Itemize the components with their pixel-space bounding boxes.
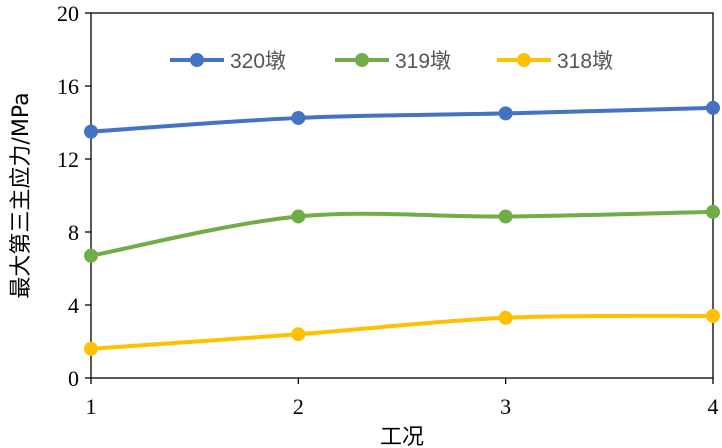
data-point bbox=[498, 106, 513, 121]
legend-item: 319墩 bbox=[335, 50, 451, 73]
legend-swatch-marker bbox=[355, 53, 369, 67]
y-tick-label: 8 bbox=[68, 220, 79, 245]
x-tick-label: 1 bbox=[86, 394, 97, 419]
data-point bbox=[498, 209, 513, 224]
series-1 bbox=[84, 100, 720, 139]
data-point bbox=[291, 110, 306, 125]
data-point bbox=[291, 209, 306, 224]
x-axis-title: 工况 bbox=[380, 425, 424, 448]
data-point bbox=[84, 341, 98, 356]
legend-swatch-marker bbox=[190, 53, 204, 67]
legend-swatch-marker bbox=[517, 53, 531, 67]
y-tick-label: 12 bbox=[57, 147, 79, 172]
y-tick-label: 4 bbox=[68, 293, 79, 318]
data-point bbox=[84, 248, 98, 263]
series-line bbox=[89, 209, 715, 258]
data-point bbox=[706, 308, 720, 323]
series-layer bbox=[84, 100, 720, 356]
legend-item: 318墩 bbox=[497, 50, 613, 73]
y-axis-title: 最大第三主应力/MPa bbox=[9, 92, 34, 298]
y-tick-label: 20 bbox=[57, 1, 79, 26]
legend-label: 318墩 bbox=[557, 50, 613, 73]
data-point bbox=[291, 327, 306, 342]
x-tick-label: 2 bbox=[293, 394, 304, 419]
x-tick-label: 3 bbox=[500, 394, 511, 419]
series-3 bbox=[84, 308, 720, 356]
data-point bbox=[706, 204, 720, 219]
legend-label: 319墩 bbox=[395, 50, 451, 73]
legend-label: 320墩 bbox=[230, 50, 286, 73]
legend: 320墩 319墩 318墩 bbox=[170, 50, 613, 73]
plot-area-frame bbox=[90, 12, 714, 379]
y-axis-ticks: 0 4 8 12 16 20 bbox=[57, 1, 91, 391]
data-point bbox=[84, 124, 98, 139]
series-2 bbox=[84, 204, 720, 263]
series-line bbox=[89, 105, 715, 134]
data-point bbox=[498, 310, 513, 325]
x-tick-label: 4 bbox=[708, 394, 719, 419]
y-tick-label: 0 bbox=[68, 366, 79, 391]
legend-item: 320墩 bbox=[170, 50, 286, 73]
series-line bbox=[89, 313, 715, 351]
x-axis-ticks: 1 2 3 4 bbox=[86, 378, 719, 419]
y-tick-label: 16 bbox=[57, 74, 79, 99]
data-point bbox=[706, 100, 720, 115]
